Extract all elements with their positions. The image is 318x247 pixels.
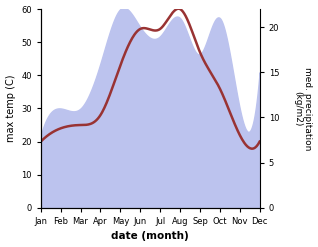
Y-axis label: med. precipitation
(kg/m2): med. precipitation (kg/m2) bbox=[293, 67, 313, 150]
Y-axis label: max temp (C): max temp (C) bbox=[5, 75, 16, 142]
X-axis label: date (month): date (month) bbox=[111, 231, 189, 242]
